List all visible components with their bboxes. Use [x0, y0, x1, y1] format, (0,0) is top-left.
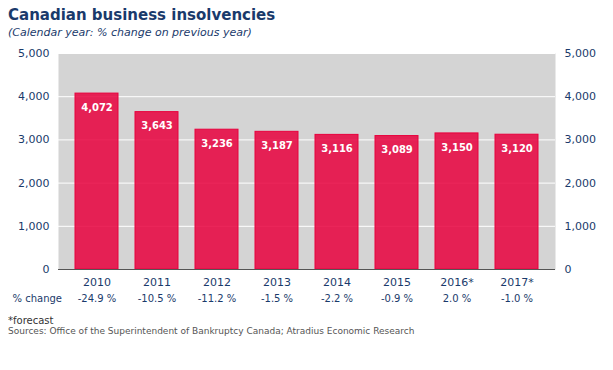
svg-text:2,000: 2,000	[565, 177, 597, 190]
svg-text:3,000: 3,000	[565, 133, 597, 146]
svg-text:% change: % change	[13, 293, 62, 304]
html-text:(Calendar year: % change on pr: (Calendar year: % change on previous yea…	[8, 26, 252, 39]
svg-text:-11.2 %: -11.2 %	[198, 293, 237, 304]
svg-text:2015: 2015	[383, 276, 411, 289]
svg-text:-1.0 %: -1.0 %	[501, 293, 533, 304]
svg-text:3,150: 3,150	[441, 142, 473, 153]
svg-text:2016*: 2016*	[440, 276, 474, 289]
svg-text:2011: 2011	[143, 276, 171, 289]
svg-text:4,072: 4,072	[81, 102, 113, 113]
svg-text:3,089: 3,089	[381, 144, 413, 155]
svg-text:0: 0	[43, 263, 50, 276]
svg-text:3,120: 3,120	[501, 143, 533, 154]
svg-text:1,000: 1,000	[18, 220, 50, 233]
svg-text:1,000: 1,000	[565, 220, 597, 233]
svg-text:2017*: 2017*	[500, 276, 534, 289]
svg-text:-24.9 %: -24.9 %	[78, 293, 117, 304]
svg-text:-1.5 %: -1.5 %	[261, 293, 293, 304]
svg-text:3,187: 3,187	[261, 140, 293, 151]
html-text:Canadian business insolvencies: Canadian business insolvencies	[8, 6, 276, 24]
svg-text:3,643: 3,643	[141, 120, 173, 131]
svg-text:-2.2 %: -2.2 %	[321, 293, 353, 304]
svg-text:3,236: 3,236	[201, 138, 233, 149]
svg-text:2012: 2012	[203, 276, 231, 289]
svg-text:3,000: 3,000	[18, 133, 50, 146]
svg-text:2,000: 2,000	[18, 177, 50, 190]
html-text:*forecast: *forecast	[8, 315, 54, 326]
html-text:Sources: Office of the Superin: Sources: Office of the Superintendent of…	[8, 326, 415, 336]
svg-text:2.0 %: 2.0 %	[443, 293, 472, 304]
svg-text:5,000: 5,000	[565, 47, 597, 60]
svg-text:3,116: 3,116	[321, 143, 353, 154]
svg-text:-10.5 %: -10.5 %	[138, 293, 177, 304]
svg-text:2010: 2010	[83, 276, 111, 289]
svg-text:2014: 2014	[323, 276, 351, 289]
svg-text:-0.9 %: -0.9 %	[381, 293, 413, 304]
svg-text:4,000: 4,000	[565, 90, 597, 103]
svg-text:2013: 2013	[263, 276, 291, 289]
svg-text:4,000: 4,000	[18, 90, 50, 103]
svg-text:5,000: 5,000	[18, 47, 50, 60]
svg-text:0: 0	[565, 263, 572, 276]
